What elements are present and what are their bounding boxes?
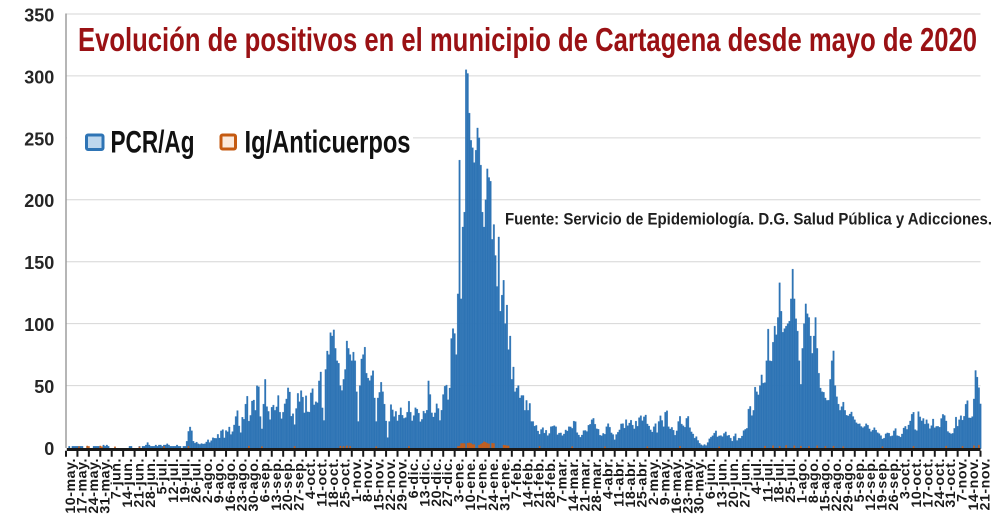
svg-text:30-may.: 30-may. xyxy=(692,458,708,514)
svg-text:23-may.: 23-may. xyxy=(680,458,696,514)
svg-text:22-ago.: 22-ago. xyxy=(829,458,845,512)
svg-text:23-ago.: 23-ago. xyxy=(234,458,250,512)
svg-text:16-may.: 16-may. xyxy=(669,458,685,514)
svg-text:31-oct.: 31-oct. xyxy=(943,458,959,508)
svg-text:8-nov.: 8-nov. xyxy=(360,458,376,502)
svg-text:26-jul.: 26-jul. xyxy=(189,458,205,503)
svg-text:24-oct.: 24-oct. xyxy=(932,458,948,508)
svg-text:17-ene.: 17-ene. xyxy=(475,458,491,511)
svg-text:31-may.: 31-may. xyxy=(97,458,113,514)
svg-text:11-jul.: 11-jul. xyxy=(760,458,776,502)
svg-text:3-ene.: 3-ene. xyxy=(452,458,468,502)
svg-text:22-nov.: 22-nov. xyxy=(383,458,399,510)
svg-text:10-may.: 10-may. xyxy=(63,458,79,514)
svg-text:18-abr.: 18-abr. xyxy=(623,458,639,508)
svg-text:21-nov.: 21-nov. xyxy=(978,458,994,510)
svg-text:6-jun.: 6-jun. xyxy=(703,458,719,499)
svg-text:12-sep.: 12-sep. xyxy=(863,458,879,511)
svg-text:9-ago.: 9-ago. xyxy=(212,458,228,503)
svg-text:300: 300 xyxy=(24,67,54,87)
svg-text:200: 200 xyxy=(24,191,54,211)
svg-text:24-ene.: 24-ene. xyxy=(486,458,502,511)
svg-text:7-nov.: 7-nov. xyxy=(955,458,971,502)
svg-text:28-feb.: 28-feb. xyxy=(543,458,559,508)
svg-text:Fuente: Servicio de Epidemiolo: Fuente: Servicio de Epidemiología. D.G. … xyxy=(505,211,992,229)
svg-text:14-mar.: 14-mar. xyxy=(566,458,582,512)
svg-text:25-oct.: 25-oct. xyxy=(337,458,353,508)
svg-text:13-jun.: 13-jun. xyxy=(715,458,731,508)
svg-text:27-dic.: 27-dic. xyxy=(440,458,456,507)
svg-text:10-ene.: 10-ene. xyxy=(463,458,479,511)
svg-text:28-mar.: 28-mar. xyxy=(589,458,605,512)
svg-text:27-sep.: 27-sep. xyxy=(292,458,308,511)
svg-text:18-jul.: 18-jul. xyxy=(772,458,788,503)
svg-text:PCR/Ag: PCR/Ag xyxy=(111,124,195,160)
svg-text:10-oct.: 10-oct. xyxy=(909,458,925,508)
svg-text:14-nov.: 14-nov. xyxy=(966,458,982,510)
svg-text:2-ago.: 2-ago. xyxy=(200,458,216,503)
svg-text:31-ene.: 31-ene. xyxy=(497,458,513,511)
svg-text:9-may.: 9-may. xyxy=(657,458,673,505)
svg-text:0: 0 xyxy=(44,439,54,459)
svg-text:24-may.: 24-may. xyxy=(86,458,102,514)
svg-text:7-feb.: 7-feb. xyxy=(509,458,525,499)
svg-text:350: 350 xyxy=(24,5,54,25)
svg-text:21-feb.: 21-feb. xyxy=(532,458,548,508)
svg-text:Evolución de positivos en el m: Evolución de positivos en el municipio d… xyxy=(78,21,977,58)
svg-text:4-oct.: 4-oct. xyxy=(303,458,319,499)
svg-text:15-nov.: 15-nov. xyxy=(372,458,388,510)
svg-text:15-ago.: 15-ago. xyxy=(817,458,833,512)
svg-text:18-oct.: 18-oct. xyxy=(326,458,342,508)
svg-text:11-abr.: 11-abr. xyxy=(612,458,628,507)
svg-text:Ig/Anticuerpos: Ig/Anticuerpos xyxy=(245,124,411,160)
svg-text:19-sep.: 19-sep. xyxy=(875,458,891,511)
svg-text:50: 50 xyxy=(34,377,54,397)
svg-text:1-nov.: 1-nov. xyxy=(349,458,365,502)
svg-text:7-mar.: 7-mar. xyxy=(555,458,571,503)
svg-text:17-may.: 17-may. xyxy=(74,458,90,514)
svg-text:20-sep.: 20-sep. xyxy=(280,458,296,511)
svg-text:21-jun.: 21-jun. xyxy=(132,458,148,508)
svg-text:5-sep.: 5-sep. xyxy=(852,458,868,502)
svg-text:20-jun.: 20-jun. xyxy=(726,458,742,508)
svg-text:3-oct.: 3-oct. xyxy=(897,458,913,499)
svg-text:14-feb.: 14-feb. xyxy=(520,458,536,508)
svg-text:7-jun.: 7-jun. xyxy=(109,458,125,499)
svg-text:6-sep.: 6-sep. xyxy=(257,458,273,502)
svg-text:13-sep.: 13-sep. xyxy=(269,458,285,511)
svg-text:14-jun.: 14-jun. xyxy=(120,458,136,508)
svg-text:29-ago.: 29-ago. xyxy=(840,458,856,512)
svg-text:28-jun.: 28-jun. xyxy=(143,458,159,508)
svg-text:21-mar.: 21-mar. xyxy=(577,458,593,512)
svg-text:25-jul.: 25-jul. xyxy=(783,458,799,503)
svg-text:5-jul.: 5-jul. xyxy=(154,458,170,494)
svg-text:250: 250 xyxy=(24,129,54,149)
svg-text:13-dic.: 13-dic. xyxy=(417,458,433,507)
svg-text:26-sep.: 26-sep. xyxy=(886,458,902,511)
svg-text:8-ago.: 8-ago. xyxy=(806,458,822,503)
svg-text:1-ago.: 1-ago. xyxy=(795,458,811,503)
svg-text:30-ago.: 30-ago. xyxy=(246,458,262,512)
svg-text:6-dic.: 6-dic. xyxy=(406,458,422,498)
svg-text:4-abr.: 4-abr. xyxy=(600,458,616,499)
svg-text:100: 100 xyxy=(24,315,54,335)
svg-text:20-dic.: 20-dic. xyxy=(429,458,445,507)
svg-text:16-ago.: 16-ago. xyxy=(223,458,239,512)
svg-text:27-jun.: 27-jun. xyxy=(737,458,753,508)
svg-text:2-may.: 2-may. xyxy=(646,458,662,505)
svg-text:12-jul.: 12-jul. xyxy=(166,458,182,503)
svg-text:150: 150 xyxy=(24,253,54,273)
svg-text:4-jul.: 4-jul. xyxy=(749,458,765,494)
svg-text:19-jul.: 19-jul. xyxy=(177,458,193,503)
svg-text:29-nov.: 29-nov. xyxy=(395,458,411,510)
svg-text:17-oct.: 17-oct. xyxy=(920,458,936,508)
svg-text:25-abr.: 25-abr. xyxy=(635,458,651,508)
svg-text:11-oct.: 11-oct. xyxy=(314,458,330,507)
